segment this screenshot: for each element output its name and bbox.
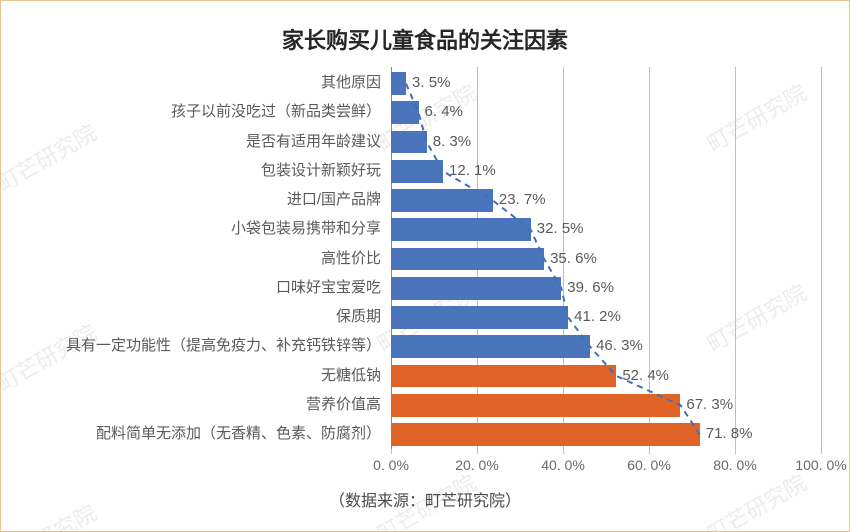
category-label: 小袋包装易携带和分享 xyxy=(231,218,391,241)
bar-value-label: 3. 5% xyxy=(412,72,450,95)
bar-row: 配料简单无添加（无香精、色素、防腐剂）71. 8% xyxy=(391,423,821,446)
category-label: 包装设计新颖好玩 xyxy=(261,160,391,183)
bar-row: 无糖低钠52. 4% xyxy=(391,365,821,388)
bar-row: 口味好宝宝爱吃39. 6% xyxy=(391,277,821,300)
category-label: 具有一定功能性（提高免疫力、补充钙铁锌等） xyxy=(66,335,391,358)
x-tick xyxy=(563,449,564,454)
category-label: 是否有适用年龄建议 xyxy=(246,131,391,154)
bar-row: 保质期41. 2% xyxy=(391,306,821,329)
bar-row: 高性价比35. 6% xyxy=(391,248,821,271)
bar-row: 具有一定功能性（提高免疫力、补充钙铁锌等）46. 3% xyxy=(391,335,821,358)
source-text: （数据来源：町芒研究院） xyxy=(1,487,849,511)
bar-value-label: 52. 4% xyxy=(622,365,669,388)
x-tick-label: 60. 0% xyxy=(627,457,671,473)
bar-value-label: 8. 3% xyxy=(433,131,471,154)
category-label: 口味好宝宝爱吃 xyxy=(276,277,391,300)
bar-value-label: 12. 1% xyxy=(449,160,496,183)
x-tick-label: 40. 0% xyxy=(541,457,585,473)
bar-value-label: 67. 3% xyxy=(686,394,733,417)
bar xyxy=(391,218,531,241)
bar xyxy=(391,365,616,388)
bar xyxy=(391,189,493,212)
bar-value-label: 46. 3% xyxy=(596,335,643,358)
bar-value-label: 32. 5% xyxy=(537,218,584,241)
chart-title: 家长购买儿童食品的关注因素 xyxy=(1,23,849,55)
bar xyxy=(391,335,590,358)
bar xyxy=(391,131,427,154)
bar xyxy=(391,423,700,446)
bar-row: 进口/国产品牌23. 7% xyxy=(391,189,821,212)
plot-area: 0. 0%20. 0%40. 0%60. 0%80. 0%100. 0%其他原因… xyxy=(391,69,821,449)
bar xyxy=(391,277,561,300)
bar xyxy=(391,72,406,95)
x-tick xyxy=(821,449,822,454)
x-tick xyxy=(735,449,736,454)
watermark: 町芒研究院 xyxy=(0,116,102,199)
x-tick-label: 0. 0% xyxy=(373,457,409,473)
bar-value-label: 6. 4% xyxy=(425,101,463,124)
bar-value-label: 71. 8% xyxy=(706,423,753,446)
x-tick xyxy=(477,449,478,454)
x-tick xyxy=(391,449,392,454)
category-label: 配料简单无添加（无香精、色素、防腐剂） xyxy=(96,423,391,446)
category-label: 高性价比 xyxy=(321,248,391,271)
bar-row: 是否有适用年龄建议8. 3% xyxy=(391,131,821,154)
bar-value-label: 35. 6% xyxy=(550,248,597,271)
bar-row: 营养价值高67. 3% xyxy=(391,394,821,417)
bar-row: 包装设计新颖好玩12. 1% xyxy=(391,160,821,183)
bar-value-label: 41. 2% xyxy=(574,306,621,329)
x-tick xyxy=(649,449,650,454)
bar-row: 其他原因3. 5% xyxy=(391,72,821,95)
bar-row: 孩子以前没吃过（新品类尝鲜）6. 4% xyxy=(391,101,821,124)
category-label: 无糖低钠 xyxy=(321,365,391,388)
x-tick-label: 20. 0% xyxy=(455,457,499,473)
x-tick-label: 80. 0% xyxy=(713,457,757,473)
category-label: 其他原因 xyxy=(321,72,391,95)
bar xyxy=(391,160,443,183)
bar xyxy=(391,101,419,124)
gridline xyxy=(821,67,822,451)
category-label: 进口/国产品牌 xyxy=(287,189,391,212)
x-tick-label: 100. 0% xyxy=(795,457,846,473)
category-label: 保质期 xyxy=(336,306,391,329)
bar-value-label: 23. 7% xyxy=(499,189,546,212)
bar xyxy=(391,394,680,417)
bar-value-label: 39. 6% xyxy=(567,277,614,300)
category-label: 营养价值高 xyxy=(306,394,391,417)
bar xyxy=(391,306,568,329)
chart-container: 町芒研究院町芒研究院町芒研究院町芒研究院町芒研究院町芒研究院町芒研究院町芒研究院… xyxy=(0,0,850,532)
bar xyxy=(391,248,544,271)
category-label: 孩子以前没吃过（新品类尝鲜） xyxy=(171,101,391,124)
bar-row: 小袋包装易携带和分享32. 5% xyxy=(391,218,821,241)
